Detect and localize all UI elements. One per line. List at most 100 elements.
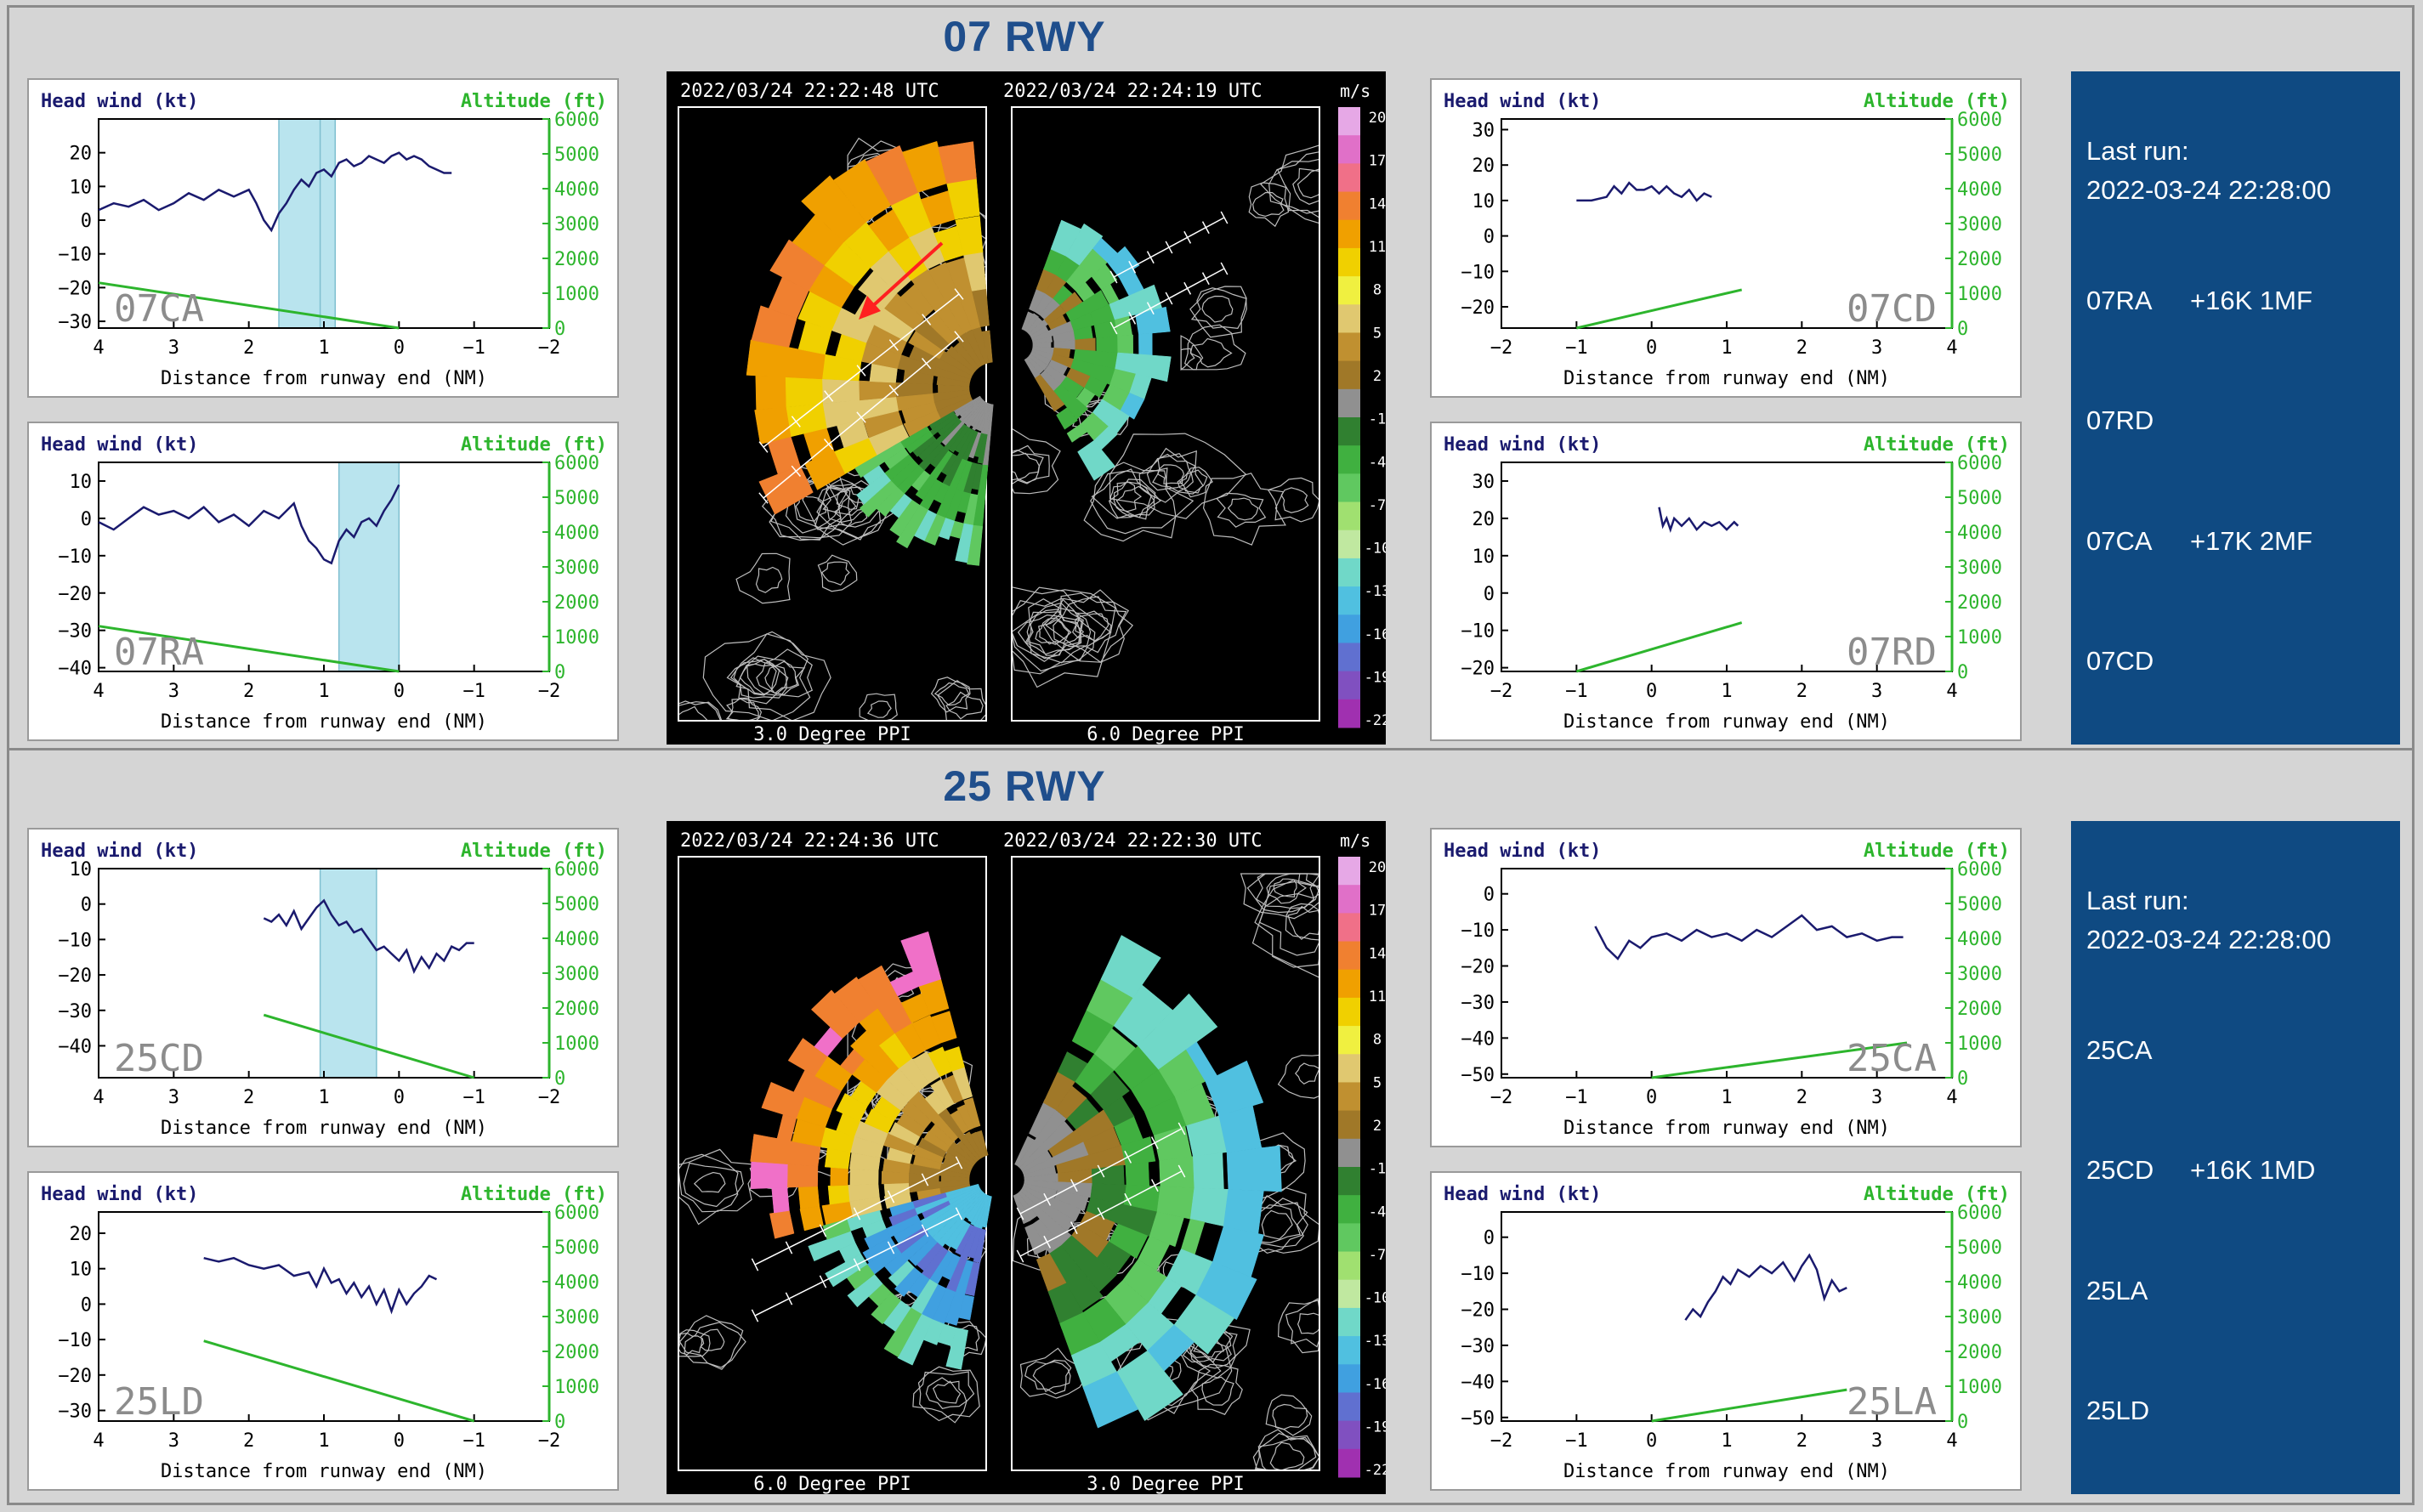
radar-echo-cell xyxy=(881,1170,910,1185)
radar-echo-cell xyxy=(787,1038,828,1077)
headwind-line xyxy=(263,898,474,975)
radar-echo-cell xyxy=(801,175,866,243)
glidepath-tick xyxy=(1128,260,1137,274)
x-tick-label: 0 xyxy=(394,1430,405,1452)
wind-panel-07RA: 4 3 2 1 0 −1 −2 −40 −30 −20 −10 0 10 0 1000 2000 3000 400… xyxy=(27,422,619,741)
terrain-contour xyxy=(735,658,780,696)
radar-echo-cell xyxy=(1055,1085,1087,1119)
colorbar-segment xyxy=(1338,163,1360,193)
radar-echo-cell xyxy=(864,1108,894,1134)
y-tick-label: −10 xyxy=(1461,621,1495,643)
glidepath-tick xyxy=(853,1258,861,1271)
y-tick-label: −40 xyxy=(1461,1372,1495,1393)
headwind-axis-title: Head wind (kt) xyxy=(41,91,198,112)
altitude-axis-title: Altitude (ft) xyxy=(461,434,607,456)
terrain-contour xyxy=(925,1377,967,1409)
x-tick-label: 1 xyxy=(1721,1430,1732,1452)
glidepath-tick xyxy=(1146,251,1155,264)
colorbar-segment xyxy=(1338,388,1360,418)
y2-tick-label: 3000 xyxy=(554,1307,599,1328)
glidepath-tick xyxy=(954,331,964,343)
y-tick-label: −10 xyxy=(58,930,92,951)
shear-arrow-head xyxy=(859,296,881,320)
terrain-contour xyxy=(1297,168,1320,199)
terrain-contour xyxy=(1248,182,1290,228)
y-tick-label: −20 xyxy=(58,966,92,987)
altitude-axis-title: Altitude (ft) xyxy=(461,91,607,112)
colorbar-tick-label: 17 xyxy=(1369,903,1386,920)
glidepath-tick xyxy=(921,1173,929,1186)
radar-echo-cell xyxy=(830,1167,848,1186)
radar-echo-cell xyxy=(963,1131,984,1159)
y2-tick-label: 3000 xyxy=(1957,214,2002,235)
colorbar-segment xyxy=(1338,614,1360,643)
y2-tick-label: 6000 xyxy=(1957,110,2002,131)
radar-echo-cell xyxy=(955,216,984,256)
x-axis-title: Distance from runway end (NM) xyxy=(1563,711,1890,733)
y-tick-label: −10 xyxy=(58,1330,92,1351)
altitude-line xyxy=(1651,1388,1847,1423)
wind-panel-07CA: 4 3 2 1 0 −1 −2 −30 −20 −10 0 10 20 0 1000 2000 3000 4000… xyxy=(27,78,619,398)
y2-tick-label: 6000 xyxy=(1957,1203,2002,1224)
terrain-contour xyxy=(1189,286,1247,338)
y2-tick-label: 0 xyxy=(1957,662,1968,683)
terrain-contour xyxy=(726,657,787,699)
y2-tick-label: 4000 xyxy=(1957,179,2002,201)
ppi-left xyxy=(678,856,992,1471)
x-tick-label: −2 xyxy=(538,1430,561,1452)
ppi-right xyxy=(1011,106,1320,722)
radar-echo-cell xyxy=(822,1219,851,1240)
altitude-line xyxy=(98,625,400,673)
terrain-contour xyxy=(1011,428,1061,495)
colorbar-tick-label: -7 xyxy=(1369,1247,1386,1264)
colorbar-unit: m/s xyxy=(1340,81,1370,101)
colorbar-segment xyxy=(1338,1167,1360,1196)
y-tick-label: −30 xyxy=(58,621,92,643)
terrain-contour xyxy=(729,633,831,722)
y-tick-label: 0 xyxy=(81,509,92,530)
glidepath-tick xyxy=(1183,230,1192,244)
colorbar-segment xyxy=(1338,135,1360,164)
radar-echo-cell xyxy=(1036,1109,1067,1144)
glidepath-tick xyxy=(823,439,834,450)
radar-echo-cell xyxy=(953,395,981,415)
glidepath-tick xyxy=(1097,1164,1105,1178)
glidepath-tick xyxy=(1165,292,1173,305)
runway-id-label: 25CD xyxy=(114,1037,204,1080)
terrain-contour xyxy=(1113,479,1156,518)
glidepath-tick xyxy=(785,1292,793,1305)
radar-echo-cell xyxy=(1045,390,1065,412)
headwind-line xyxy=(98,484,400,565)
colorbar-tick-label: 2 xyxy=(1373,1118,1382,1135)
glidepath-tick xyxy=(856,365,866,377)
terrain-contour xyxy=(1109,481,1143,512)
x-tick-label: 2 xyxy=(1796,337,1807,359)
altitude-line xyxy=(98,281,400,330)
status-runway: 07RD xyxy=(2086,405,2154,435)
colorbar-tick-label: 5 xyxy=(1373,325,1382,342)
radar-echo-cell xyxy=(1077,439,1115,481)
x-tick-label: −2 xyxy=(1490,1430,1513,1452)
y-tick-label: −10 xyxy=(58,546,92,568)
headwind-axis-title: Head wind (kt) xyxy=(1444,1184,1601,1205)
y2-tick-label: 5000 xyxy=(554,144,599,166)
colorbar-tick-label: -22 xyxy=(1365,1462,1386,1479)
radar-echo-cell xyxy=(888,1208,918,1226)
terrain-contour xyxy=(1053,596,1127,654)
terrain-contour xyxy=(1294,1062,1320,1085)
glidepath-tick xyxy=(887,1190,895,1203)
y-tick-label: −20 xyxy=(58,584,92,605)
x-tick-label: 4 xyxy=(1946,337,1957,359)
terrain-contour xyxy=(1090,467,1177,535)
x-tick-label: 2 xyxy=(243,1430,254,1452)
x-tick-label: 4 xyxy=(93,1430,104,1452)
terrain-contour xyxy=(1115,485,1155,518)
colorbar-unit: m/s xyxy=(1340,830,1370,851)
status-alert: +16K 1MD xyxy=(2190,1155,2316,1185)
altitude-axis-title: Altitude (ft) xyxy=(1864,841,2010,862)
alert-band xyxy=(338,462,400,672)
radar-echo-cell xyxy=(1173,1294,1235,1355)
y-tick-label: −40 xyxy=(58,1036,92,1057)
colorbar-tick-label: -13 xyxy=(1365,583,1386,600)
y2-tick-label: 5000 xyxy=(554,488,599,509)
